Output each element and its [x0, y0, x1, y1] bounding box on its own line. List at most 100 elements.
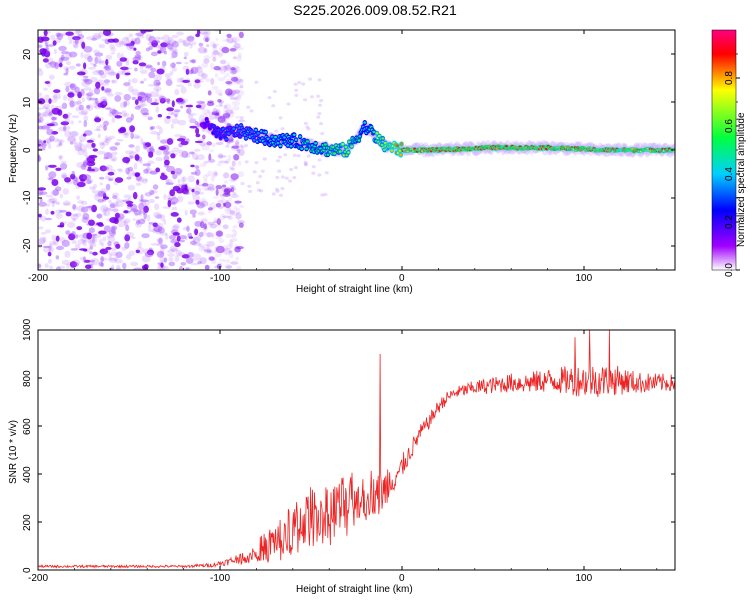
noise-blob	[55, 32, 61, 38]
noise-blob	[303, 162, 308, 166]
noise-blob	[83, 248, 88, 252]
noise-blob	[110, 71, 117, 76]
noise-blob	[44, 42, 48, 47]
noise-blob	[230, 68, 237, 75]
noise-blob	[38, 67, 43, 72]
noise-blob	[63, 94, 67, 101]
noise-blob	[210, 77, 215, 86]
noise-blob	[95, 81, 101, 89]
noise-blob	[47, 198, 56, 204]
noise-blob	[203, 179, 207, 184]
noise-blob	[94, 128, 102, 132]
ridge-core	[278, 144, 282, 148]
noise-blob	[194, 220, 202, 227]
noise-blob	[139, 66, 144, 70]
noise-blob	[72, 36, 81, 41]
noise-blob	[216, 218, 221, 225]
noise-blob	[197, 46, 207, 54]
noise-blob	[116, 73, 120, 80]
noise-blob	[189, 44, 193, 49]
noise-blob	[278, 116, 283, 120]
noise-blob	[160, 260, 167, 264]
noise-blob	[205, 174, 210, 177]
noise-blob	[211, 143, 216, 148]
noise-blob	[227, 216, 234, 220]
noise-blob	[226, 37, 234, 44]
noise-blob	[210, 52, 217, 59]
noise-blob	[235, 212, 242, 220]
noise-blob	[130, 37, 137, 42]
noise-blob	[149, 170, 158, 175]
noise-blob	[275, 175, 280, 180]
noise-blob	[110, 208, 120, 212]
noise-blob	[150, 67, 157, 73]
noise-blob	[223, 180, 229, 184]
noise-blob	[97, 190, 106, 197]
noise-blob	[98, 56, 102, 64]
noise-blob	[128, 144, 135, 148]
noise-blob	[137, 34, 145, 39]
noise-blob	[156, 131, 161, 136]
noise-blob	[103, 225, 111, 233]
noise-blob	[140, 80, 144, 84]
noise-blob	[212, 107, 218, 114]
noise-blob	[211, 233, 215, 239]
noise-blob	[156, 250, 165, 258]
noise-blob	[38, 69, 44, 76]
noise-blob	[108, 178, 113, 182]
noise-blob	[71, 115, 80, 119]
noise-blob	[48, 164, 57, 168]
noise-blob	[222, 215, 230, 219]
noise-blob	[134, 55, 142, 61]
noise-blob	[44, 41, 50, 44]
noise-blob	[172, 224, 180, 230]
noise-blob	[150, 126, 156, 130]
noise-blob	[217, 205, 224, 209]
noise-blob	[223, 201, 232, 208]
noise-blob	[138, 96, 147, 103]
noise-blob	[220, 65, 226, 69]
noise-blob	[70, 141, 74, 145]
noise-blob	[198, 231, 204, 238]
ridge-core	[274, 136, 277, 139]
noise-blob	[64, 118, 71, 124]
noise-blob	[210, 259, 217, 265]
noise-blob	[320, 193, 325, 197]
noise-blob	[279, 193, 283, 197]
noise-blob	[233, 230, 238, 236]
noise-blob	[155, 88, 159, 96]
noise-blob	[208, 114, 215, 120]
noise-blob	[211, 85, 219, 91]
noise-blob	[102, 207, 111, 211]
noise-blob	[185, 36, 195, 40]
noise-blob	[102, 98, 107, 105]
noise-blob	[116, 168, 123, 171]
noise-blob	[102, 192, 107, 199]
noise-blob	[231, 36, 241, 43]
noise-blob	[100, 188, 107, 194]
noise-blob	[217, 153, 224, 159]
noise-blob	[109, 108, 117, 115]
noise-blob	[143, 168, 149, 174]
noise-blob	[108, 176, 115, 181]
noise-blob	[98, 69, 105, 76]
noise-blob	[233, 42, 241, 49]
noise-blob	[208, 207, 213, 211]
noise-blob	[102, 30, 112, 36]
noise-blob	[160, 139, 168, 144]
noise-blob	[95, 97, 99, 105]
noise-blob	[156, 125, 161, 129]
noise-blob	[187, 82, 192, 87]
noise-blob	[122, 262, 127, 270]
noise-blob	[132, 60, 139, 65]
noise-blob	[236, 94, 242, 102]
noise-blob	[75, 212, 82, 217]
noise-blob	[80, 206, 89, 213]
noise-blob	[116, 138, 124, 142]
noise-blob	[195, 133, 201, 138]
noise-blob	[111, 151, 118, 156]
noise-blob	[223, 75, 227, 79]
noise-blob	[215, 245, 225, 254]
noise-blob	[113, 180, 119, 186]
noise-blob	[143, 144, 148, 150]
